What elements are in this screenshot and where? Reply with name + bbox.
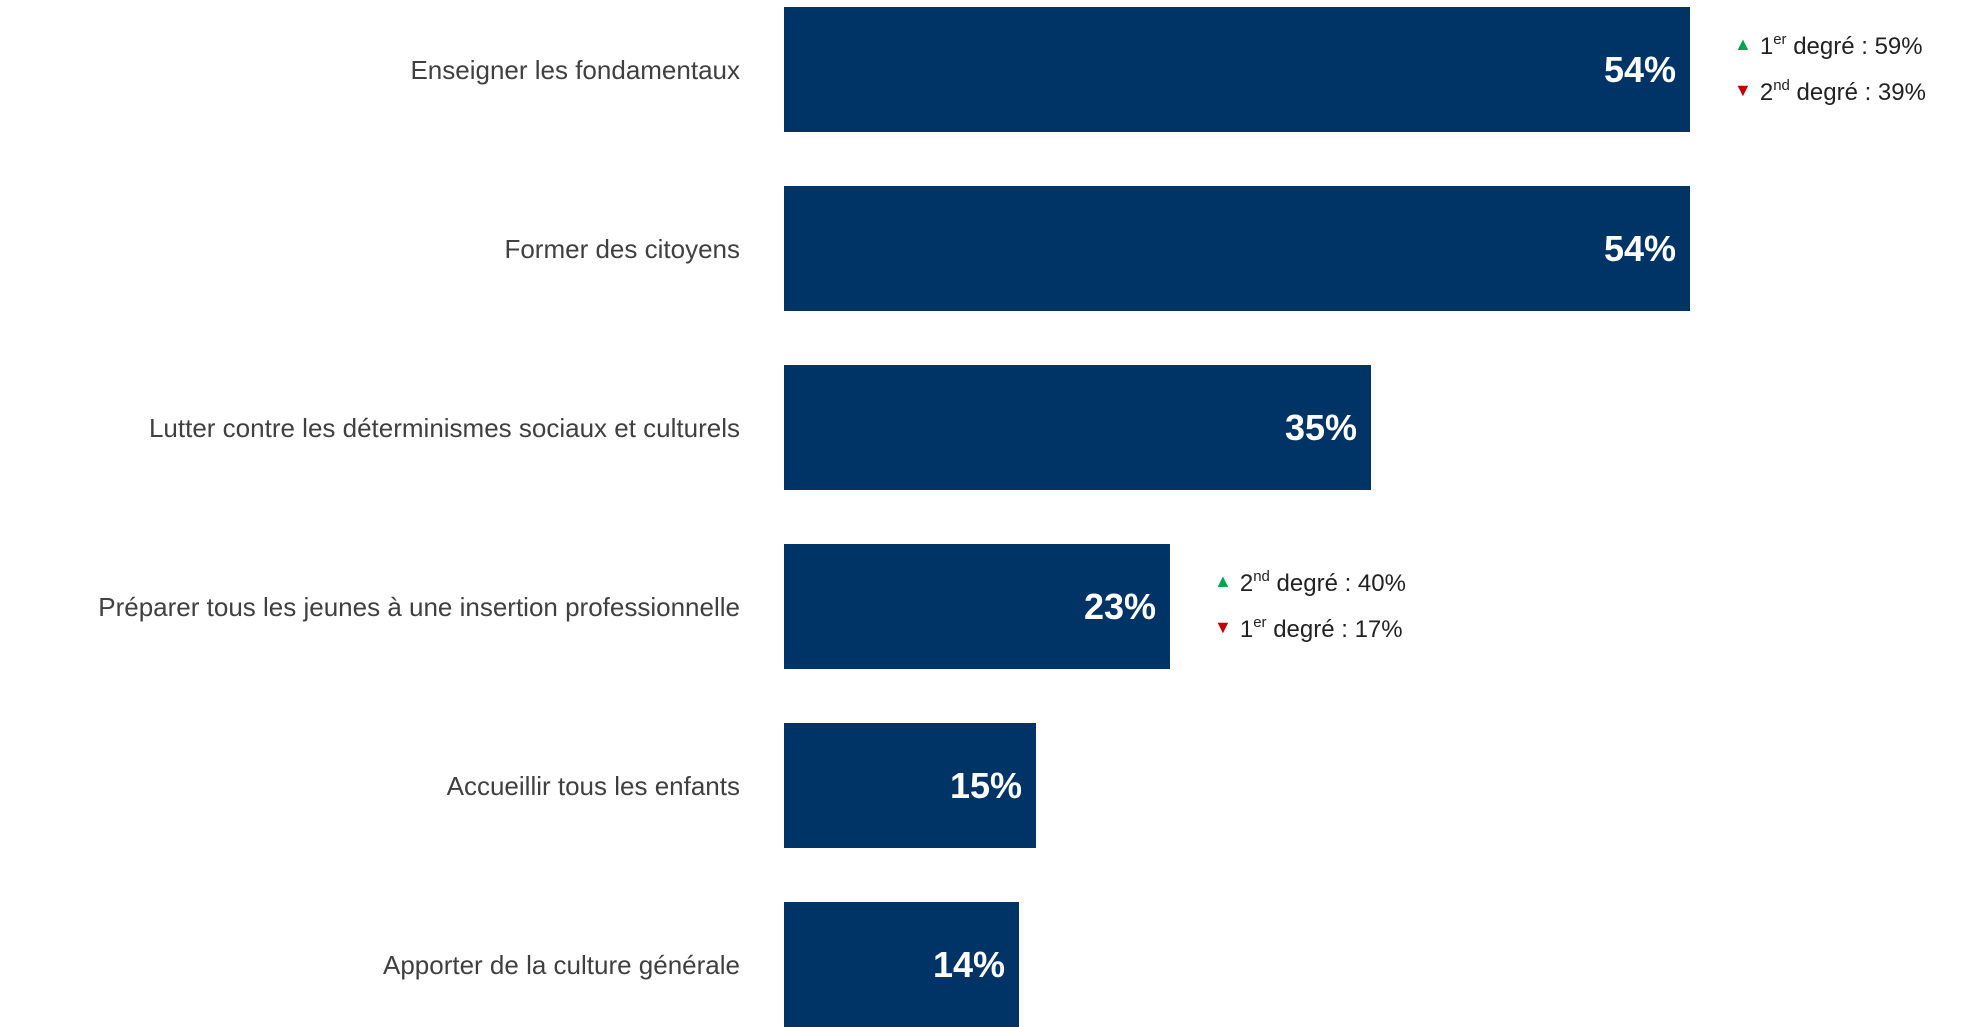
triangle-down-icon: ▼	[1214, 617, 1232, 637]
annotation-ordinal-suffix: nd	[1253, 568, 1270, 585]
bar-value-label: 23%	[1083, 585, 1156, 627]
category-label: Préparer tous les jeunes à une insertion…	[98, 591, 740, 622]
annotation-text: degré : 39%	[1789, 79, 1926, 106]
bar-value-label: 15%	[949, 764, 1022, 806]
annotation-ordinal: 2	[1239, 570, 1254, 597]
annotation-ordinal: 1	[1759, 33, 1774, 60]
triangle-down-icon: ▼	[1734, 80, 1752, 100]
bar: 35%	[784, 365, 1371, 490]
subgroup-annotation: ▼ 2nd degré : 39%	[1734, 75, 1926, 108]
category-label: Apporter de la culture générale	[382, 949, 740, 980]
category-label: Former des citoyens	[504, 233, 740, 264]
annotation-ordinal-suffix: nd	[1773, 77, 1790, 94]
annotation-ordinal: 1	[1239, 616, 1254, 643]
subgroup-annotation: ▲ 1er degré : 59%	[1734, 29, 1923, 62]
annotation-ordinal-suffix: er	[1253, 614, 1267, 631]
bar: 23%	[784, 544, 1170, 669]
bar: 54%	[784, 7, 1690, 132]
annotation-ordinal-suffix: er	[1773, 31, 1787, 48]
category-label: Enseigner les fondamentaux	[410, 54, 740, 85]
category-label: Lutter contre les déterminismes sociaux …	[148, 412, 740, 443]
bar: 54%	[784, 186, 1690, 311]
bar: 15%	[784, 723, 1036, 848]
subgroup-annotation: ▲ 2nd degré : 40%	[1214, 566, 1406, 599]
annotation-text: degré : 40%	[1269, 570, 1406, 597]
triangle-up-icon: ▲	[1734, 34, 1752, 54]
bar-value-label: 14%	[932, 943, 1005, 985]
bar-value-label: 35%	[1284, 406, 1357, 448]
subgroup-annotation: ▼ 1er degré : 17%	[1214, 612, 1403, 645]
annotation-ordinal: 2	[1759, 79, 1774, 106]
annotation-text: degré : 17%	[1266, 616, 1403, 643]
bar-value-label: 54%	[1603, 227, 1676, 269]
bar: 14%	[784, 902, 1019, 1027]
category-label: Accueillir tous les enfants	[446, 770, 740, 801]
bar-value-label: 54%	[1603, 48, 1676, 90]
annotation-text: degré : 59%	[1786, 33, 1923, 60]
triangle-up-icon: ▲	[1214, 571, 1232, 591]
